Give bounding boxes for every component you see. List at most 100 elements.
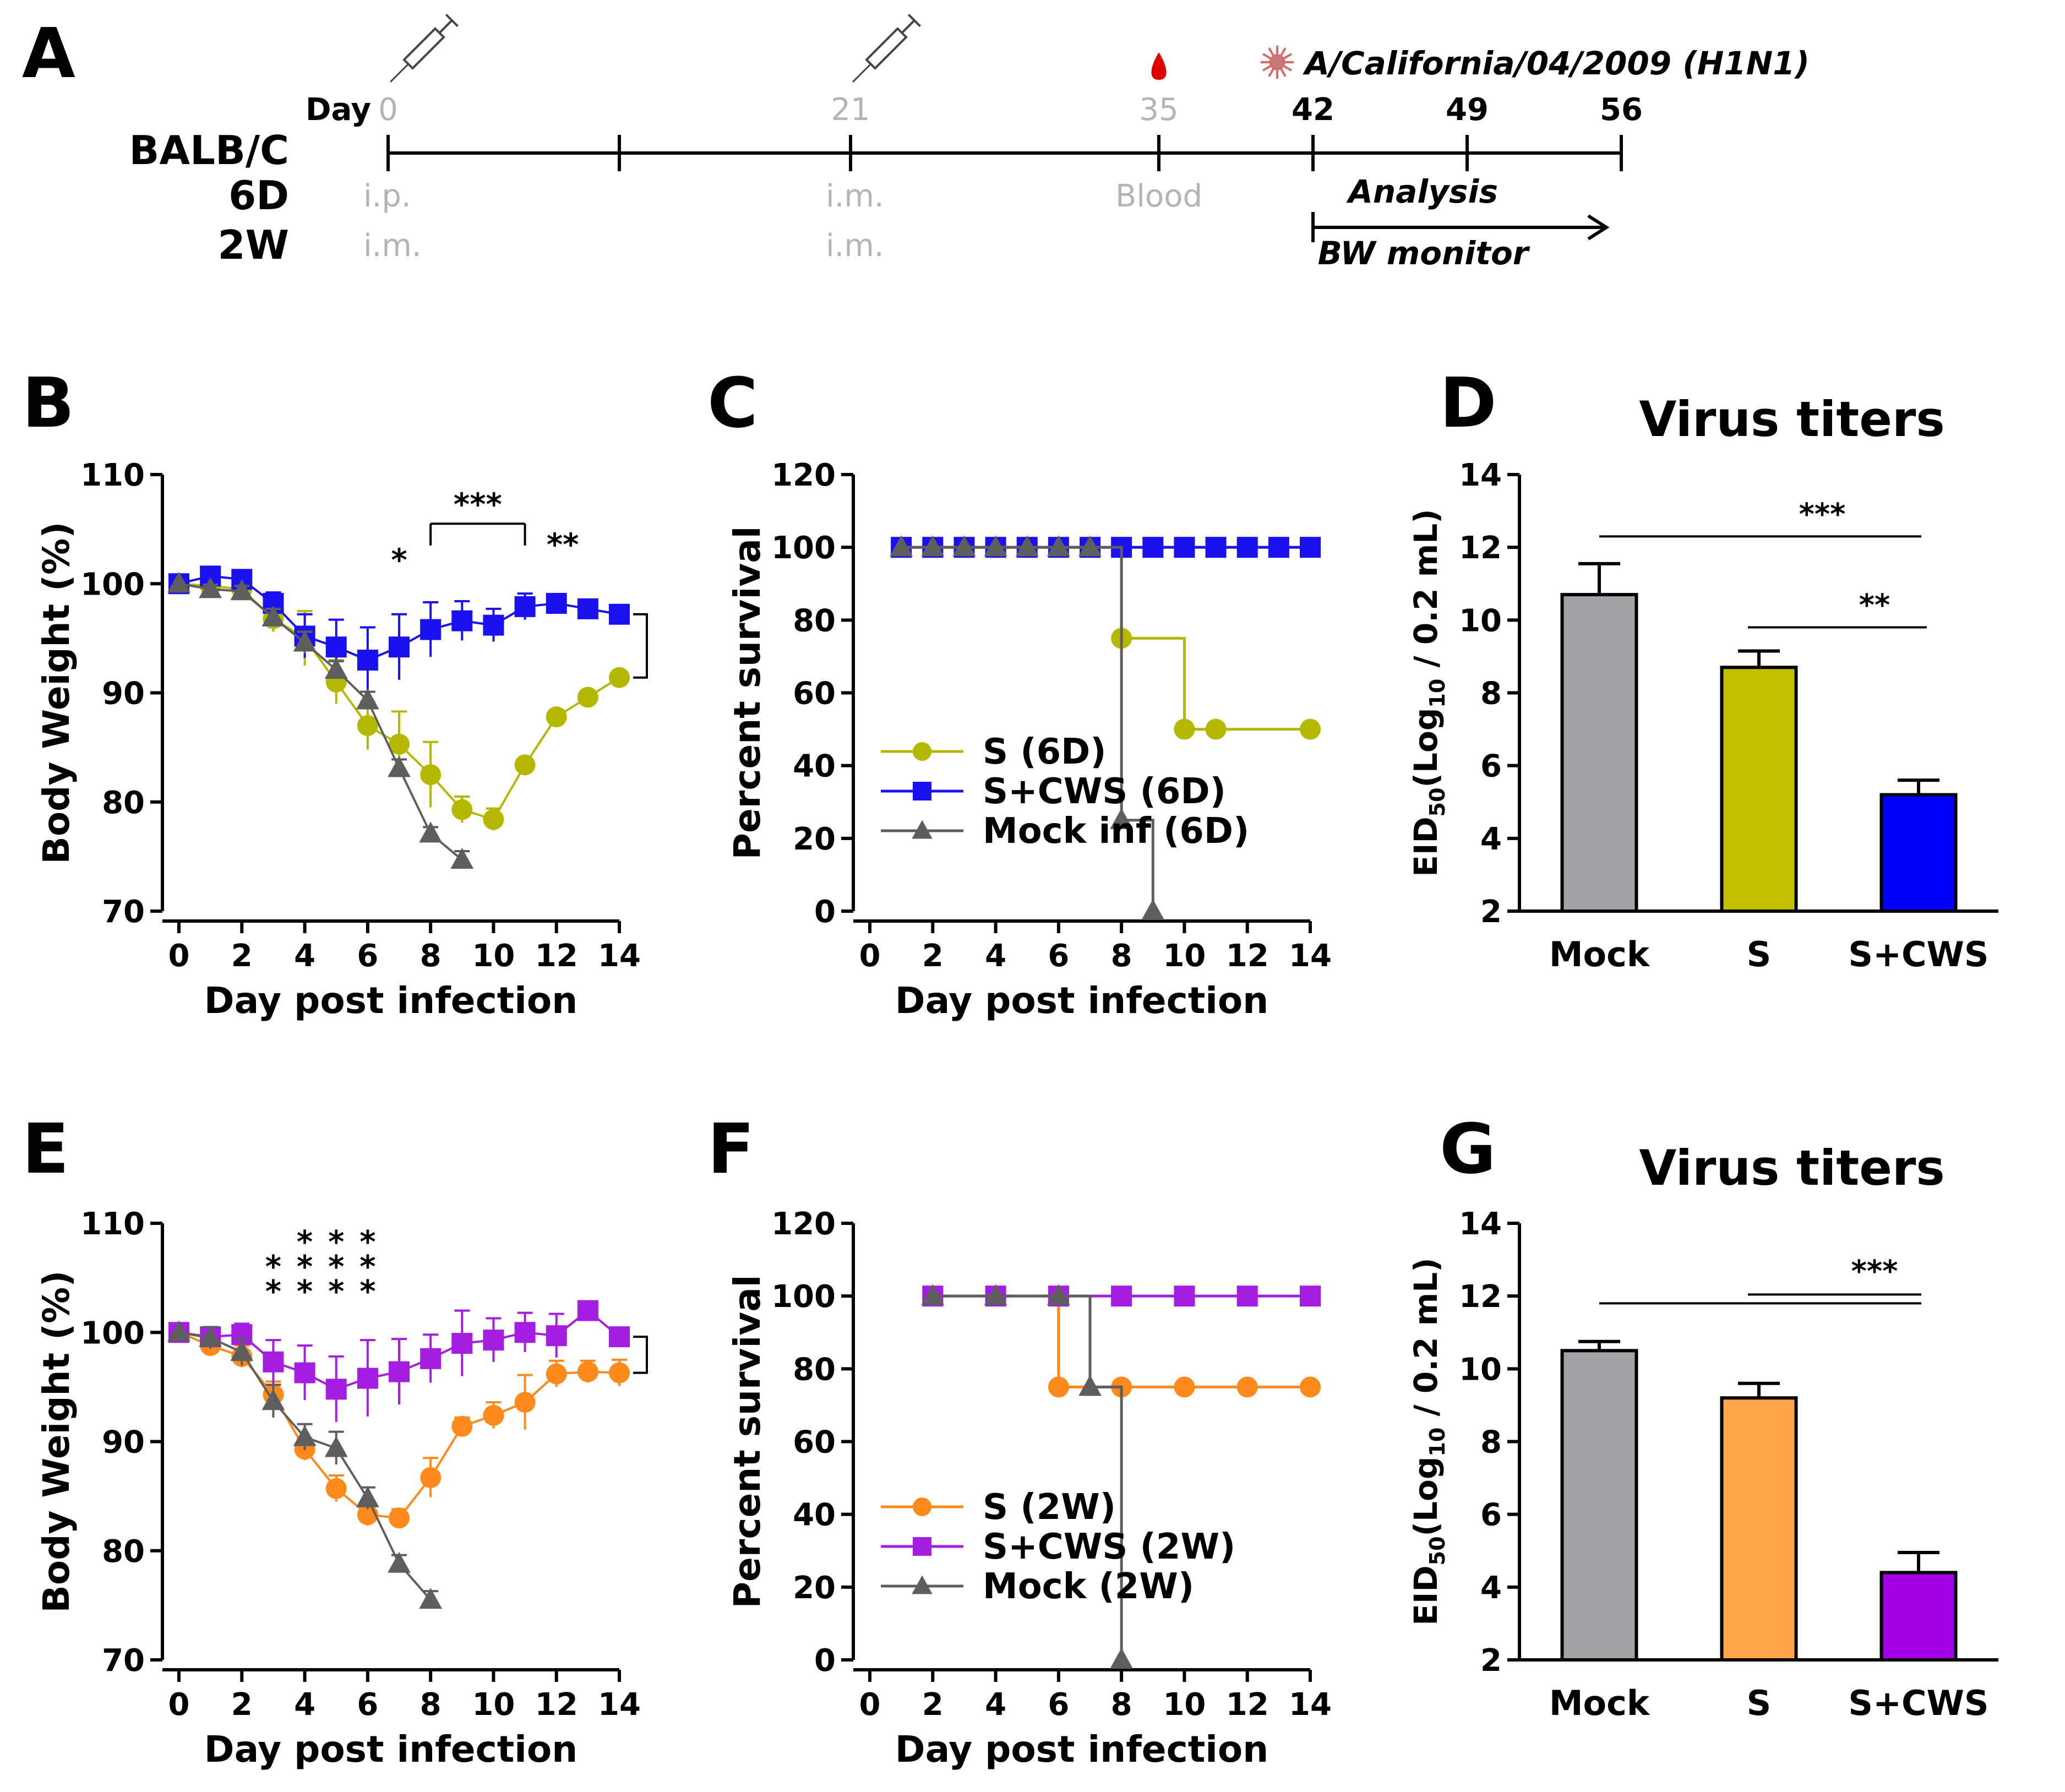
y-tick-label: 40 [793, 1497, 836, 1533]
y-tick-label: 110 [80, 457, 145, 493]
route-day0: i.p. [363, 178, 411, 214]
panel-letter-d: D [1440, 363, 1497, 443]
bar [1879, 1571, 1958, 1662]
series-line [178, 582, 463, 861]
timeline-day-label: 56 [1600, 92, 1643, 128]
bw-arrow-head [1587, 214, 1610, 241]
panel-b-body-weight-6d: 70 80 90 100 110 0 2 4 6 8 10 12 14 Day post infectio… [35, 457, 648, 1022]
y-tick-label: 20 [793, 1570, 836, 1606]
significance-star: * [328, 1274, 344, 1310]
x-tick-label: 14 [598, 1687, 641, 1723]
category-label: S+CWS [1848, 934, 1988, 974]
x-tick-label: 10 [472, 938, 515, 974]
data-point [451, 610, 473, 631]
x-tick-label: 14 [598, 938, 641, 974]
legend-marker [912, 820, 933, 839]
legend-label: S (2W) [983, 1487, 1116, 1528]
survival-point [1268, 537, 1289, 558]
syringe-plunger [438, 19, 453, 34]
data-point [388, 1551, 411, 1573]
virus-spike [1268, 67, 1275, 77]
data-point [514, 596, 536, 617]
panel-letter-g: G [1440, 1109, 1496, 1189]
survival-point [984, 1284, 1007, 1305]
x-tick-label: 12 [1226, 1687, 1269, 1723]
data-point [451, 799, 473, 820]
data-point [357, 715, 378, 736]
x-tick-label: 10 [472, 1687, 515, 1723]
x-axis-label: Day post infection [895, 1728, 1268, 1771]
survival-point [1300, 718, 1321, 740]
y-tick-label: 80 [102, 1534, 145, 1570]
x-axis-label: Day post infection [204, 1728, 577, 1771]
data-point [199, 577, 222, 598]
virus-spike [1279, 67, 1287, 77]
y-axis-label: Percent survival [726, 526, 769, 860]
panel-letter-f: F [707, 1109, 754, 1189]
chart-title: Virus titers [1639, 391, 1945, 448]
category-label: Mock [1549, 934, 1650, 974]
significance-star: * [359, 1224, 375, 1260]
data-point [514, 1392, 536, 1413]
survival-point [1205, 718, 1227, 740]
survival-point [1078, 535, 1102, 557]
data-point [263, 1351, 284, 1372]
syringe-needle [852, 63, 871, 83]
data-point [261, 1389, 285, 1410]
syringe-barrel [865, 27, 908, 70]
x-tick-label: 8 [420, 1687, 442, 1723]
x-tick-label: 8 [1111, 1687, 1132, 1723]
syringe-barrel [402, 27, 445, 70]
data-point [357, 650, 378, 671]
y-tick-label: 14 [1459, 457, 1502, 493]
bar [1879, 793, 1958, 913]
data-point [609, 1362, 630, 1384]
y-tick-label: 120 [771, 1206, 836, 1242]
syringe-icon [390, 14, 459, 83]
y-tick-label: 110 [80, 1206, 145, 1242]
survival-step-line [901, 546, 1310, 731]
survival-point [1236, 1376, 1258, 1398]
significance-star: * [328, 1224, 344, 1260]
virus-spike [1282, 53, 1292, 60]
data-point [451, 1333, 473, 1354]
panel-letter-b: B [22, 363, 74, 443]
data-point [293, 1425, 317, 1446]
series-triangle [167, 1320, 443, 1609]
route-day21: i.m. [826, 178, 884, 214]
virus-spike [1279, 47, 1287, 57]
x-tick-label: 2 [231, 1687, 253, 1723]
significance-stars: ** [1859, 588, 1890, 623]
survival-point [890, 535, 913, 557]
x-tick-label: 14 [1289, 938, 1332, 974]
survival-point [1047, 535, 1070, 557]
data-point [419, 1588, 443, 1609]
x-tick-label: 0 [168, 1687, 190, 1723]
survival-point [1111, 1286, 1132, 1307]
virus-spike [1282, 64, 1292, 72]
series-triangle [890, 535, 1165, 920]
timeline-day-label: 0 [378, 92, 398, 128]
y-tick-label: 0 [814, 1643, 836, 1679]
significance-star: * [359, 1249, 375, 1285]
survival-point [1174, 1376, 1195, 1398]
data-point [389, 1361, 410, 1382]
x-tick-label: 4 [985, 938, 1006, 974]
survival-point [1047, 1284, 1070, 1305]
x-tick-label: 2 [922, 938, 944, 974]
significance-stars: ** [547, 527, 579, 563]
y-tick-label: 10 [1459, 603, 1502, 639]
data-point [419, 821, 443, 843]
data-point [546, 1325, 567, 1347]
y-tick-label: 4 [1480, 821, 1502, 857]
x-tick-label: 6 [357, 1687, 378, 1723]
data-point [167, 571, 190, 593]
x-tick-label: 6 [357, 938, 378, 974]
bar [1720, 1396, 1798, 1662]
survival-point [1110, 808, 1134, 829]
group-label-6d: 6D [228, 172, 289, 219]
data-point [356, 1486, 379, 1507]
syringe-needle [390, 63, 409, 83]
data-point [357, 1368, 378, 1389]
